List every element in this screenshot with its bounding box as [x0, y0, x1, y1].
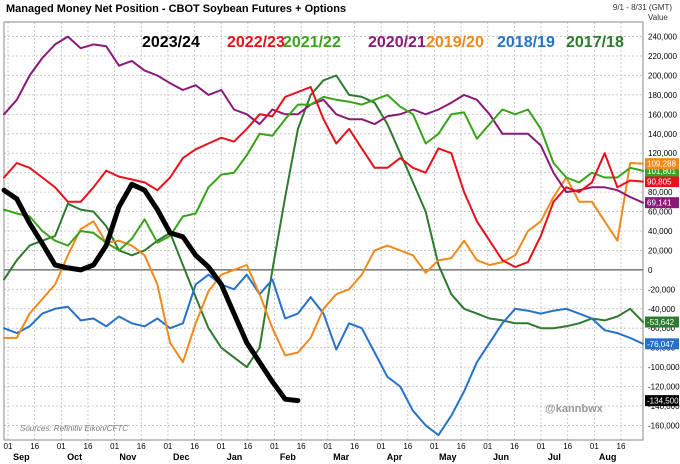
- x-tick-label: 16: [190, 442, 199, 451]
- y-tick-label: 240,000: [648, 33, 677, 42]
- y-tick-label: -120,000: [648, 383, 680, 392]
- legend-item-2021-22: 2021/22: [283, 34, 341, 51]
- x-month-label: Oct: [67, 452, 82, 462]
- end-value-label-2020-21: 69,141: [647, 199, 672, 208]
- y-tick-label: 180,000: [648, 91, 677, 100]
- y-tick-label: 220,000: [648, 52, 677, 61]
- x-tick-label: 16: [350, 442, 359, 451]
- x-tick-label: 01: [270, 442, 279, 451]
- legend-item-2018-19: 2018/19: [497, 34, 555, 51]
- end-value-label-2017-18: -53,642: [647, 318, 675, 327]
- x-tick-label: 01: [57, 442, 66, 451]
- end-value-box-2023-24: [645, 395, 679, 407]
- legend-item-2023-24: 2023/24: [142, 34, 200, 51]
- end-value-box-2017-18: [645, 316, 679, 328]
- y-tick-label: 120,000: [648, 149, 677, 158]
- x-tick-label: 01: [4, 442, 13, 451]
- y-tick-label: -60,000: [648, 324, 676, 333]
- y-tick-label: 20,000: [648, 246, 673, 255]
- end-value-box-2020-21: [645, 197, 679, 209]
- chart-title: Managed Money Net Position - CBOT Soybea…: [6, 3, 346, 15]
- x-tick-label: 16: [510, 442, 519, 451]
- end-value-label-2021-22: 101,801: [647, 167, 676, 176]
- y-tick-label: 140,000: [648, 130, 677, 139]
- x-month-label: Apr: [387, 452, 403, 462]
- series-line-2020-21: [3, 35, 644, 204]
- end-labels: -134,500 90,805 101,801 69,141 109,288 -76,04…: [645, 158, 679, 407]
- series-line-2018-19: [3, 273, 644, 437]
- y-tick-label: -20,000: [648, 285, 676, 294]
- y-tick-label: -40,000: [648, 305, 676, 314]
- x-tick-label: 01: [430, 442, 439, 451]
- end-value-label-2019-20: 109,288: [647, 160, 676, 169]
- x-tick-label: 01: [110, 442, 119, 451]
- y-tick-label: -140,000: [648, 402, 680, 411]
- x-month-label: Jun: [493, 452, 509, 462]
- y-tick-label: 200,000: [648, 71, 677, 80]
- y-tick-label: 40,000: [648, 227, 673, 236]
- series-line-2022-23: [3, 86, 644, 268]
- x-month-label: Mar: [333, 452, 350, 462]
- y-tick-label: 60,000: [648, 208, 673, 217]
- legend-item-2017-18: 2017/18: [566, 34, 624, 51]
- x-tick-label: 16: [563, 442, 572, 451]
- x-month-label: Jan: [227, 452, 243, 462]
- x-tick-label: 16: [617, 442, 626, 451]
- plot-frame: [3, 21, 644, 441]
- end-value-label-2018-19: -76,047: [647, 340, 675, 349]
- grid: [4, 22, 643, 440]
- x-month-label: Feb: [280, 452, 297, 462]
- x-tick-label: 16: [137, 442, 146, 451]
- x-tick-label: 01: [163, 442, 172, 451]
- end-value-box-2021-22: [645, 165, 679, 177]
- end-value-label-2023-24: -134,500: [647, 397, 679, 406]
- y-tick-label: 0: [648, 266, 653, 275]
- x-tick-label: 01: [483, 442, 492, 451]
- x-tick-label: 16: [84, 442, 93, 451]
- series-line-2021-22: [3, 93, 644, 252]
- x-tick-label: 01: [537, 442, 546, 451]
- y-tick-label: -160,000: [648, 421, 680, 430]
- series-layer: [1, 35, 644, 437]
- series-line-2023-24: [1, 181, 301, 404]
- series-line-2019-20: [3, 162, 644, 364]
- legend-item-2020-21: 2020/21: [368, 34, 426, 51]
- legend-item-2022-23: 2022/23: [227, 34, 285, 51]
- x-tick-label: 01: [377, 442, 386, 451]
- x-tick-label: 16: [403, 442, 412, 451]
- x-tick-label: 16: [243, 442, 252, 451]
- value-header: Value: [648, 13, 668, 22]
- end-value-box-2018-19: [645, 338, 679, 350]
- source-note: Sources: Refinitiv Eikon/CFTC: [20, 424, 128, 433]
- x-tick-label: 01: [590, 442, 599, 451]
- legend-item-2019-20: 2019/20: [426, 34, 484, 51]
- x-tick-label: 16: [457, 442, 466, 451]
- x-month-label: Jul: [548, 452, 561, 462]
- date-range-label: 9/1 - 8/31 (GMT): [613, 3, 672, 12]
- x-tick-label: 16: [30, 442, 39, 451]
- x-month-label: May: [439, 452, 457, 462]
- x-month-label: Dec: [173, 452, 190, 462]
- y-tick-label: -100,000: [648, 363, 680, 372]
- end-value-box-2019-20: [645, 158, 679, 170]
- end-value-box-2022-23: [645, 176, 679, 188]
- x-month-label: Aug: [599, 452, 617, 462]
- watermark: @kannbwx: [545, 403, 604, 415]
- end-value-label-2022-23: 90,805: [647, 178, 672, 187]
- x-tick-label: 01: [323, 442, 332, 451]
- x-tick-label: 16: [297, 442, 306, 451]
- x-month-label: Sep: [13, 452, 30, 462]
- y-tick-label: 80,000: [648, 188, 673, 197]
- y-tick-label: 160,000: [648, 110, 677, 119]
- x-tick-label: 01: [217, 442, 226, 451]
- x-month-label: Nov: [119, 452, 136, 462]
